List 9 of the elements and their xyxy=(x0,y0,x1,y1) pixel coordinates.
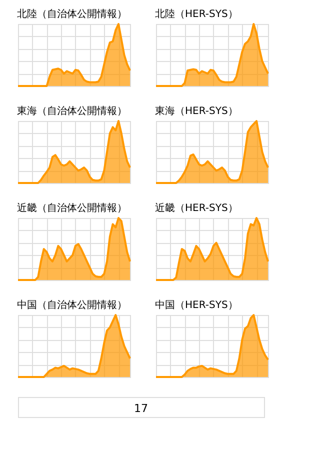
chart-title: 東海（自治体公開情報） xyxy=(17,105,127,117)
chart-title: 中国（自治体公開情報） xyxy=(17,299,127,311)
chart-title: 近畿（自治体公開情報） xyxy=(17,202,127,214)
chart-title: 北陸（自治体公開情報） xyxy=(17,8,127,20)
text: 17 xyxy=(134,402,148,415)
chart-title: 中国（HER-SYS） xyxy=(155,299,238,311)
chart-title: 北陸（HER-SYS） xyxy=(155,8,238,20)
chart-title: 東海（HER-SYS） xyxy=(155,105,238,117)
chart-title: 近畿（HER-SYS） xyxy=(155,202,238,214)
